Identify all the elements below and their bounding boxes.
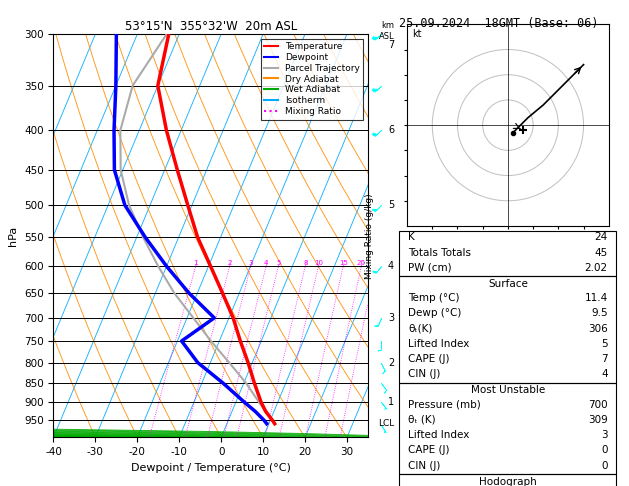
Text: θₜ (K): θₜ (K) (408, 415, 436, 425)
Text: Lifted Index: Lifted Index (408, 339, 469, 349)
Text: CAPE (J): CAPE (J) (408, 445, 450, 455)
Text: 9.5: 9.5 (591, 309, 608, 318)
Text: CAPE (J): CAPE (J) (408, 354, 450, 364)
Text: 2.02: 2.02 (584, 263, 608, 273)
Text: Most Unstable: Most Unstable (470, 385, 545, 395)
Text: 5: 5 (276, 260, 281, 266)
Text: K: K (408, 232, 415, 243)
Text: Temp (°C): Temp (°C) (408, 293, 460, 303)
Text: 3: 3 (601, 430, 608, 440)
Legend: Temperature, Dewpoint, Parcel Trajectory, Dry Adiabat, Wet Adiabat, Isotherm, Mi: Temperature, Dewpoint, Parcel Trajectory… (260, 38, 364, 120)
Text: 3: 3 (248, 260, 253, 266)
Text: 20: 20 (357, 260, 365, 266)
Text: 0: 0 (601, 461, 608, 470)
Text: 25.09.2024  18GMT (Base: 06): 25.09.2024 18GMT (Base: 06) (399, 17, 599, 30)
Bar (399, 231, 616, 277)
Text: 45: 45 (594, 247, 608, 258)
Y-axis label: hPa: hPa (8, 226, 18, 246)
Text: CIN (J): CIN (J) (408, 369, 440, 379)
Text: 15: 15 (339, 260, 348, 266)
Text: CIN (J): CIN (J) (408, 461, 440, 470)
Text: 10: 10 (314, 260, 323, 266)
Text: kt: kt (412, 29, 421, 39)
Bar (399, 474, 616, 486)
Text: km
ASL: km ASL (379, 21, 394, 41)
Text: 5: 5 (601, 339, 608, 349)
Text: 8: 8 (303, 260, 308, 266)
Text: 3: 3 (388, 313, 394, 323)
Text: Surface: Surface (488, 279, 528, 289)
Text: Dewp (°C): Dewp (°C) (408, 309, 462, 318)
Text: 4: 4 (388, 261, 394, 271)
X-axis label: Dewpoint / Temperature (°C): Dewpoint / Temperature (°C) (131, 463, 291, 473)
Text: 7: 7 (388, 40, 394, 50)
Text: 700: 700 (588, 400, 608, 410)
Text: Lifted Index: Lifted Index (408, 430, 469, 440)
Text: 7: 7 (601, 354, 608, 364)
Text: Hodograph: Hodograph (479, 477, 537, 486)
Text: 0: 0 (601, 445, 608, 455)
Text: PW (cm): PW (cm) (408, 263, 452, 273)
Text: 4: 4 (601, 369, 608, 379)
Text: 5: 5 (388, 200, 394, 210)
Text: 11.4: 11.4 (584, 293, 608, 303)
Text: 2: 2 (388, 358, 394, 367)
Text: Pressure (mb): Pressure (mb) (408, 400, 481, 410)
Text: Totals Totals: Totals Totals (408, 247, 471, 258)
Text: θₜ(K): θₜ(K) (408, 324, 433, 334)
Text: 306: 306 (588, 324, 608, 334)
Text: LCL: LCL (378, 419, 394, 428)
Bar (399, 277, 616, 383)
Text: Mixing Ratio (g/kg): Mixing Ratio (g/kg) (365, 193, 374, 278)
Title: 53°15'N  355°32'W  20m ASL: 53°15'N 355°32'W 20m ASL (125, 20, 297, 33)
Bar (399, 383, 616, 474)
Text: 6: 6 (388, 125, 394, 136)
Text: 4: 4 (264, 260, 269, 266)
Text: 1: 1 (194, 260, 198, 266)
Text: 2: 2 (228, 260, 232, 266)
Text: 24: 24 (594, 232, 608, 243)
Text: 1: 1 (388, 397, 394, 407)
Text: 309: 309 (588, 415, 608, 425)
